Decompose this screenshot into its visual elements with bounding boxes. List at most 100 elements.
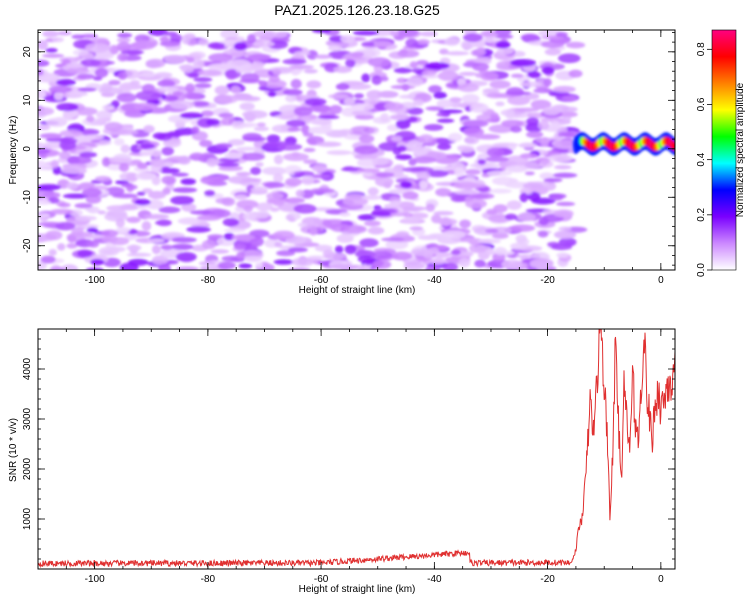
spectrogram-cell — [267, 91, 277, 97]
spectrogram-cell — [66, 243, 78, 249]
spectrogram-cell — [351, 103, 374, 111]
spectrogram-cell — [444, 51, 470, 56]
spectrogram-cell — [51, 36, 64, 43]
spectrogram-cell — [543, 78, 552, 87]
spectrogram-cell — [105, 186, 125, 196]
spectrogram-cell — [253, 126, 270, 132]
spectrogram-cell — [510, 125, 522, 133]
spectrogram-cell — [506, 200, 522, 210]
spectrogram-cell — [79, 151, 98, 158]
spectrogram-cell — [198, 39, 209, 46]
snr-series-line — [38, 329, 675, 569]
spectrogram-cell — [436, 112, 450, 117]
x-tick-label: -80 — [201, 275, 216, 286]
spectrogram-cell — [510, 73, 524, 79]
spectrogram-cell — [379, 76, 389, 82]
spectrogram-cell — [450, 249, 461, 256]
spectrogram-cell — [254, 262, 264, 269]
spectrogram-cell — [38, 213, 50, 218]
spectrogram-cell — [56, 102, 79, 112]
spectrogram-cell — [544, 48, 561, 56]
spectrogram-cell — [38, 124, 51, 131]
spectrogram-cell — [106, 205, 130, 212]
spectrogram-cell — [80, 33, 99, 39]
spectrogram-cell — [552, 85, 576, 93]
spectrogram-cell — [524, 171, 535, 176]
spectrogram-cell — [163, 31, 178, 37]
spectrogram-cell — [338, 129, 354, 134]
snr-x-axis-label: Height of straight line (km) — [299, 584, 416, 595]
spectrogram-cell — [242, 110, 268, 119]
spectrogram-cell — [169, 100, 195, 110]
spectrogram-cell — [477, 159, 486, 165]
colorbar: 0.0 0.2 0.4 0.6 0.8 Normalized spectral ampl… — [696, 29, 746, 277]
spectrogram-cell — [147, 238, 165, 243]
spectrogram-cell — [229, 212, 240, 221]
spectrogram-cell — [416, 60, 429, 67]
spectrogram-cell — [100, 229, 119, 237]
spectrogram-cell — [66, 181, 79, 190]
spectrogram-cell — [235, 171, 252, 176]
spectrogram-cell — [477, 238, 502, 244]
spectrogram-cell — [217, 261, 236, 270]
spectrogram-cell — [425, 106, 445, 111]
spectrogram-cell — [244, 255, 263, 263]
spectrogram-cell — [425, 169, 449, 178]
spectrogram-cell — [395, 119, 411, 130]
spectrogram-cell — [496, 47, 514, 55]
spectrogram-cell — [328, 93, 349, 99]
spectrogram-cell — [175, 251, 197, 262]
spectrogram-cell — [389, 114, 410, 121]
spectrogram-cell — [430, 258, 446, 265]
spectrogram-cell — [284, 197, 305, 204]
spectrogram-cell — [459, 219, 471, 229]
spectrogram-cell — [38, 72, 60, 83]
spectrogram-cell — [252, 40, 275, 48]
spectrogram-cell — [553, 139, 579, 150]
spectrogram-cell — [116, 92, 137, 103]
spectrogram-cell — [541, 66, 555, 75]
spectrogram-cell — [353, 145, 379, 155]
spectrogram-cell — [436, 118, 455, 123]
spectrogram-cell — [57, 243, 66, 251]
spectrogram-cell — [238, 263, 253, 269]
spectrogram-cell — [540, 136, 550, 147]
spectrogram-cell — [108, 79, 121, 86]
spectrogram-cell — [354, 93, 364, 99]
spectrogram-cell — [272, 230, 295, 240]
spectrogram-cell — [286, 119, 306, 127]
spectrogram-cell — [526, 117, 540, 126]
spectrogram-cell — [224, 152, 243, 160]
spectrogram-cell — [501, 259, 523, 270]
spectrogram-cell — [485, 248, 495, 256]
spectrogram-cell — [340, 34, 356, 44]
spectrogram-cell — [486, 92, 505, 99]
spectrogram-cell — [436, 99, 454, 108]
y-tick-label: 3000 — [22, 407, 33, 430]
spectrogram-cell — [94, 175, 111, 182]
spectrogram-cell — [74, 91, 88, 97]
spectrogram-cell — [490, 112, 499, 121]
spectrogram-cell — [537, 230, 549, 238]
spectrogram-cell — [461, 237, 483, 243]
spectrogram-cell — [261, 166, 287, 176]
spectrogram-cell — [412, 98, 424, 107]
spectrogram-cell — [391, 135, 403, 142]
spectrogram-cell — [56, 31, 72, 36]
spectrogram-cell — [79, 128, 100, 136]
spectrogram-cell — [433, 211, 454, 216]
spectrogram-cell — [236, 146, 258, 151]
spectrogram-cell — [38, 261, 47, 270]
spectrogram-cell — [126, 252, 152, 257]
spectrogram-cell — [285, 94, 297, 103]
spectrogram-cell — [157, 86, 179, 93]
spectrogram-cell — [74, 226, 85, 231]
spectrogram-cell — [501, 119, 524, 128]
spectrogram-cell — [274, 241, 283, 248]
y-tick-label: 4000 — [22, 357, 33, 380]
y-tick-label: -20 — [22, 238, 33, 253]
spectrogram-cell — [309, 226, 318, 236]
spectrogram-cell — [304, 97, 327, 106]
snr-ticks: -100 -80 -60 -40 -20 0 1000 2000 3000 4000 — [22, 328, 675, 585]
